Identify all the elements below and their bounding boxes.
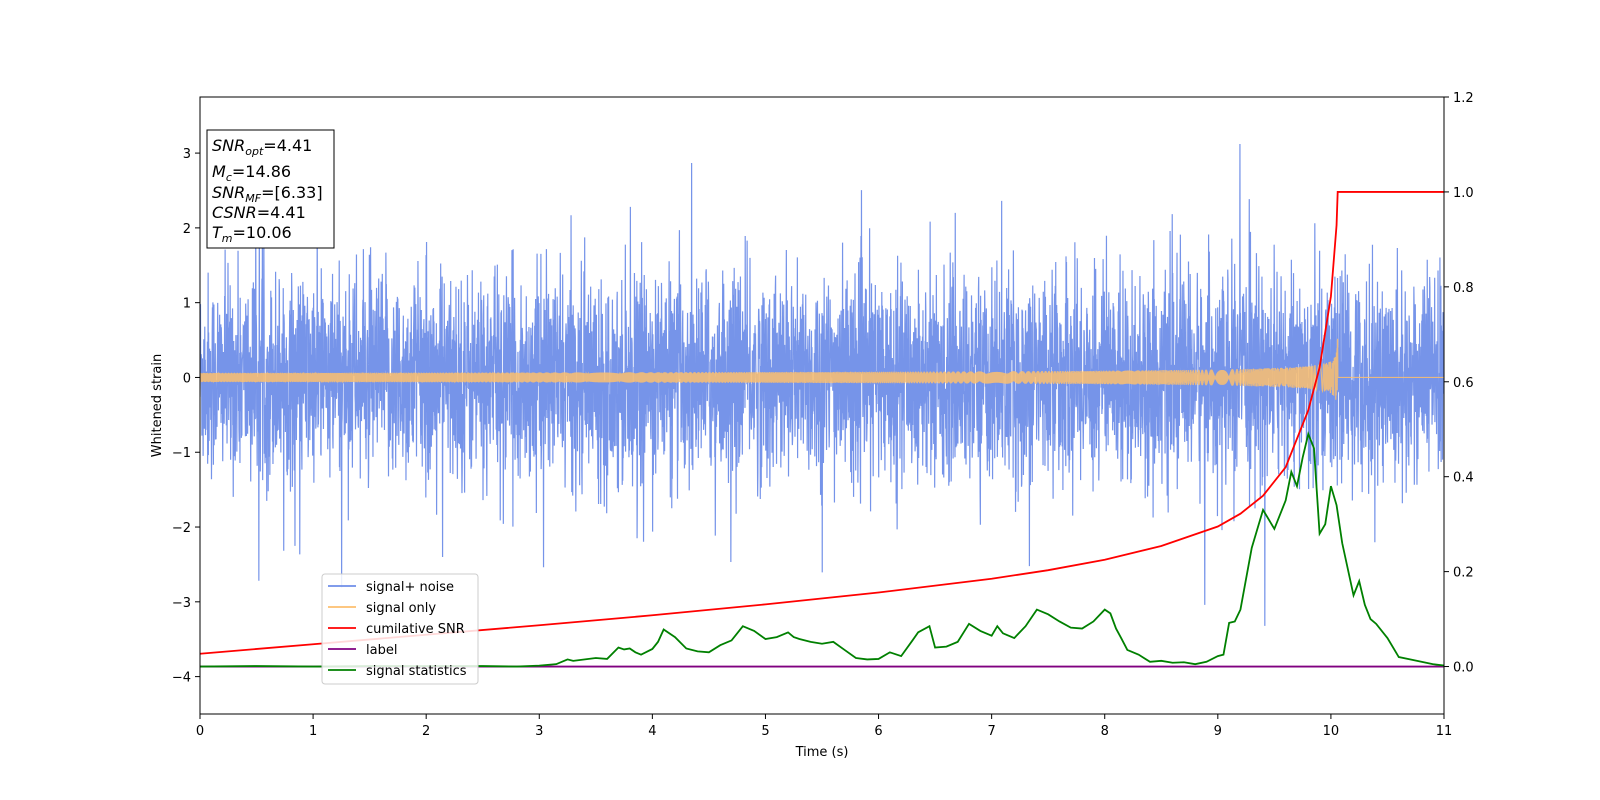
y-right-tick-label: 0.0 (1453, 661, 1474, 676)
y-right-tick-label: 0.6 (1453, 376, 1474, 391)
legend-label: signal+ noise (366, 580, 454, 595)
y-left-tick-label: 2 (183, 222, 191, 237)
info-box: SNRopt=4.41 Mc=14.86SNRMF=[6.33]CSNR=4.41… (206, 129, 335, 249)
y-left-tick-label: 3 (183, 147, 191, 162)
series-signal-only (200, 338, 1444, 400)
x-tick-label: 2 (422, 724, 430, 739)
legend-label: signal statistics (366, 664, 467, 679)
y-left-tick-label: 0 (183, 371, 191, 386)
y-left-tick-label: −2 (172, 521, 191, 536)
series-signal-statistics (200, 431, 1444, 668)
y-right-tick-label: 0.8 (1453, 281, 1474, 296)
x-tick-label: 0 (196, 724, 204, 739)
x-tick-label: 5 (761, 724, 769, 739)
series-signal-noise (200, 143, 1444, 626)
info-box-frame (206, 129, 335, 249)
y-right-tick-label: 0.4 (1453, 471, 1474, 486)
legend-label: label (366, 643, 397, 658)
info-tm: Tm=10.06 (212, 223, 292, 245)
y-left-tick-label: −1 (172, 446, 191, 461)
y-left-tick-label: −4 (172, 671, 191, 686)
info-csnr: CSNR=4.41 (212, 203, 306, 222)
info-snr-opt: SNRopt=4.41 (212, 136, 312, 158)
x-tick-label: 10 (1323, 724, 1340, 739)
x-tick-label: 7 (987, 724, 995, 739)
legend-frame (321, 573, 479, 685)
y-left-tick-label: −3 (172, 596, 191, 611)
legend: signal+ noise signal only cumilative SNR la… (321, 573, 479, 685)
series-cumulative-snr (200, 191, 1444, 655)
info-snr-mf: SNRMF=[6.33] (212, 183, 323, 205)
y-right-tick-label: 0.2 (1453, 566, 1474, 581)
y-axis-label: Whitened strain (150, 354, 165, 457)
x-tick-label: 8 (1101, 724, 1109, 739)
y-left-tick-label: 1 (183, 297, 191, 312)
x-tick-label: 6 (874, 724, 882, 739)
info-mc: Mc=14.86 (212, 162, 291, 184)
plot-frame (199, 96, 1445, 715)
x-tick-label: 9 (1214, 724, 1222, 739)
legend-label: cumilative SNR (366, 622, 465, 637)
x-tick-label: 3 (535, 724, 543, 739)
x-axis-label: Time (s) (795, 745, 849, 760)
y-right-tick-label: 1.2 (1453, 91, 1474, 106)
y-right-tick-label: 1.0 (1453, 186, 1474, 201)
x-tick-label: 11 (1436, 724, 1453, 739)
x-tick-label: 1 (309, 724, 317, 739)
legend-label: signal only (366, 601, 436, 616)
x-tick-label: 4 (648, 724, 656, 739)
